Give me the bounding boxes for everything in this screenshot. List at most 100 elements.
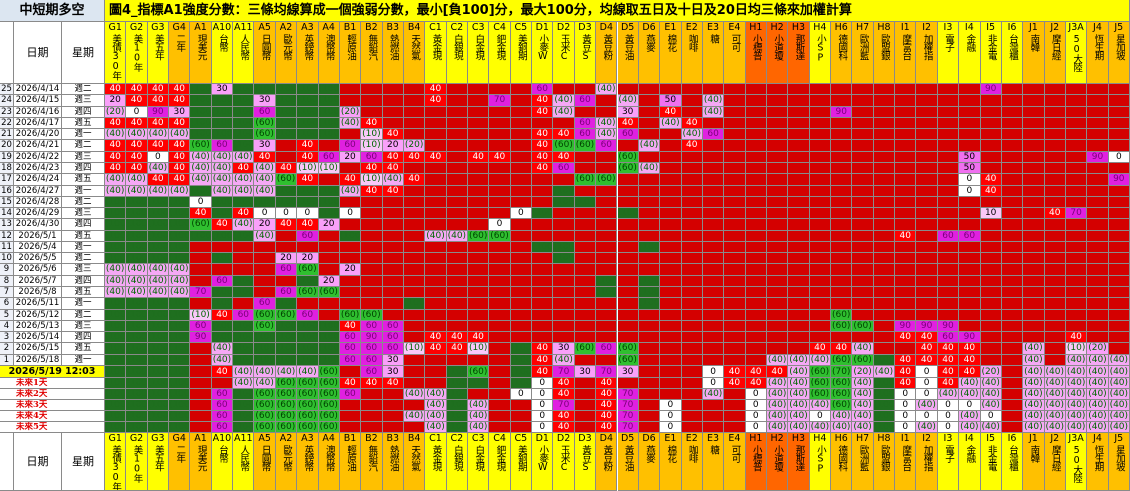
score-cell: (40) xyxy=(425,411,447,422)
column-code: G4 xyxy=(172,22,186,33)
column-header: J5 星加坡 xyxy=(1108,433,1130,491)
score-cell: (40) xyxy=(638,162,661,175)
score-cell: 100 xyxy=(638,151,661,163)
row-date: 2026/4/16 xyxy=(14,106,62,118)
score-cell: 100 xyxy=(617,140,639,152)
score-cell: 40 xyxy=(681,117,703,130)
score-cell: 100 xyxy=(959,287,981,299)
score-cell: (100) xyxy=(297,275,319,288)
score-cell: 100 xyxy=(959,106,981,118)
score-cell: 100 xyxy=(532,253,554,265)
score-cell: 100 xyxy=(638,196,661,209)
column-header: E1 棉花 xyxy=(660,22,682,84)
score-cell: 40 xyxy=(724,366,746,378)
score-cell: 100 xyxy=(468,354,490,366)
score-cell: 100 xyxy=(1087,219,1109,231)
score-cell: 100 xyxy=(681,343,703,355)
column-code: D4 xyxy=(599,22,613,33)
column-code: J3A xyxy=(1068,433,1084,444)
score-cell: 100 xyxy=(660,196,682,209)
score-cell: (40) xyxy=(1087,354,1109,366)
score-cell: (40) xyxy=(147,275,170,288)
column-header: C2 白銀現 xyxy=(446,22,468,84)
score-cell: 100 xyxy=(895,95,917,107)
column-code: G4 xyxy=(172,433,186,444)
score-cell: (100) xyxy=(553,241,575,254)
row-number: 15 xyxy=(0,196,14,209)
row-date: 2026/4/20 xyxy=(14,129,62,141)
score-cell: (100) xyxy=(147,253,170,265)
row-date: 2026/4/21 xyxy=(14,140,62,152)
column-code: G1 xyxy=(108,433,122,444)
score-cell: 100 xyxy=(852,208,874,220)
score-cell: 40 xyxy=(147,95,170,107)
score-cell: 40 xyxy=(532,106,554,118)
score-cell: 100 xyxy=(510,298,533,310)
column-code: H6 xyxy=(834,433,848,444)
score-cell: 100 xyxy=(574,162,597,175)
score-cell: (100) xyxy=(105,230,127,242)
score-cell: (40) xyxy=(105,264,127,276)
score-cell: 100 xyxy=(1044,320,1066,333)
column-name: 摩富台 xyxy=(900,34,912,60)
column-code: G2 xyxy=(129,22,144,33)
column-name: 小SP xyxy=(814,445,826,474)
score-cell: (100) xyxy=(211,196,234,209)
column-code: I1 xyxy=(900,433,910,444)
score-cell: 40 xyxy=(169,151,191,163)
score-cell: 100 xyxy=(745,241,767,254)
score-cell: 100 xyxy=(766,117,789,130)
score-cell: 100 xyxy=(403,162,426,175)
score-cell: 70 xyxy=(617,422,639,433)
row-date: 2026/4/22 xyxy=(14,151,62,163)
score-cell: (60) xyxy=(318,366,340,378)
score-cell: 40 xyxy=(105,140,127,152)
score-cell: 100 xyxy=(724,208,746,220)
score-cell: 30 xyxy=(254,95,276,107)
column-code: H8 xyxy=(877,433,891,444)
score-cell: 100 xyxy=(446,174,468,186)
score-cell: 100 xyxy=(1001,185,1024,197)
score-cell: 100 xyxy=(809,185,832,197)
score-cell: 100 xyxy=(681,309,703,321)
score-cell: (40) xyxy=(852,378,874,389)
score-cell: 100 xyxy=(1044,95,1066,107)
column-name: 加權指 xyxy=(921,34,933,60)
score-cell: 100 xyxy=(809,230,832,242)
column-name: 金融 xyxy=(964,34,976,51)
score-cell: 100 xyxy=(489,241,511,254)
score-cell: 100 xyxy=(403,95,426,107)
score-cell: (100) xyxy=(147,343,170,355)
score-cell: 100 xyxy=(510,219,533,231)
row-weekday: 週二 xyxy=(62,253,105,265)
score-cell: 100 xyxy=(916,309,938,321)
score-cell: 100 xyxy=(596,106,618,118)
score-cell: 100 xyxy=(1001,196,1024,209)
row-number: 19 xyxy=(0,151,14,163)
score-cell: 0 xyxy=(126,106,148,118)
score-cell: 100 xyxy=(873,185,896,197)
row-weekday: 週二 xyxy=(62,84,105,96)
column-code: H3 xyxy=(791,22,806,33)
score-cell: 100 xyxy=(446,298,468,310)
row-number: 20 xyxy=(0,140,14,152)
score-cell: (100) xyxy=(211,208,234,220)
score-cell: 100 xyxy=(724,309,746,321)
score-cell: (40) xyxy=(1108,354,1130,366)
score-cell: 100 xyxy=(809,129,832,141)
score-cell: 90 xyxy=(1108,174,1130,186)
column-header: G1 美債30年 xyxy=(105,433,127,491)
column-name: 星加坡 xyxy=(1113,34,1125,60)
score-cell: 100 xyxy=(831,287,853,299)
score-cell: 100 xyxy=(895,219,917,231)
score-cell: (100) xyxy=(233,389,255,400)
score-cell: 40 xyxy=(233,208,255,220)
score-cell: 100 xyxy=(788,287,810,299)
score-cell: 100 xyxy=(980,219,1002,231)
score-cell: 100 xyxy=(403,253,426,265)
score-cell: 100 xyxy=(1065,275,1088,288)
future-label: 未來4天 xyxy=(0,411,105,422)
score-cell: 0 xyxy=(980,411,1002,422)
score-cell: (40) xyxy=(852,400,874,411)
score-cell: (40) xyxy=(702,106,725,118)
